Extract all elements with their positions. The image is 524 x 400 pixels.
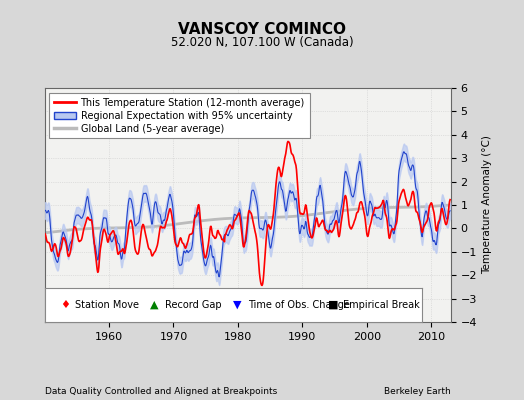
- Text: Data Quality Controlled and Aligned at Breakpoints: Data Quality Controlled and Aligned at B…: [45, 387, 277, 396]
- Text: Empirical Break: Empirical Break: [343, 300, 419, 310]
- Y-axis label: Temperature Anomaly (°C): Temperature Anomaly (°C): [483, 136, 493, 274]
- Text: VANSCOY COMINCO: VANSCOY COMINCO: [178, 22, 346, 38]
- Legend: This Temperature Station (12-month average), Regional Expectation with 95% uncer: This Temperature Station (12-month avera…: [49, 93, 310, 138]
- Text: ■: ■: [328, 300, 338, 310]
- Text: Berkeley Earth: Berkeley Earth: [384, 387, 451, 396]
- Text: Record Gap: Record Gap: [165, 300, 222, 310]
- Text: ▼: ▼: [233, 300, 242, 310]
- Text: ▲: ▲: [150, 300, 159, 310]
- Text: 52.020 N, 107.100 W (Canada): 52.020 N, 107.100 W (Canada): [171, 36, 353, 49]
- Text: Station Move: Station Move: [75, 300, 139, 310]
- Text: ♦: ♦: [60, 300, 70, 310]
- Text: Time of Obs. Change: Time of Obs. Change: [248, 300, 350, 310]
